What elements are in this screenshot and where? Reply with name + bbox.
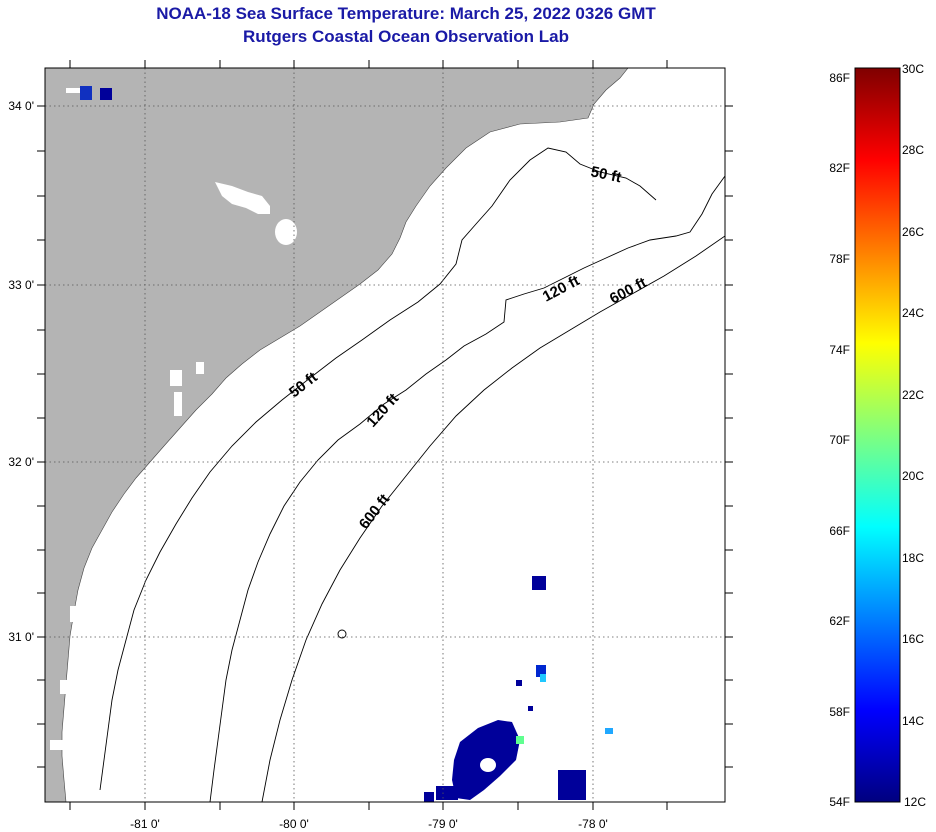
cb-c-12: 12C [904, 795, 926, 809]
cb-c-22: 22C [902, 388, 924, 402]
lon-label-80: -80 0' [279, 817, 309, 831]
cb-c-16: 16C [902, 632, 924, 646]
cb-c-20: 20C [902, 469, 924, 483]
cb-c-28: 28C [902, 143, 924, 157]
cb-f-66: 66F [829, 524, 850, 538]
map-area [45, 68, 725, 802]
cb-c-14: 14C [902, 714, 924, 728]
cb-c-18: 18C [902, 551, 924, 565]
land-no-data-patches [50, 88, 297, 750]
cb-c-24: 24C [902, 306, 924, 320]
axis-ticks [37, 60, 733, 810]
lat-label-34: 34 0' [8, 99, 34, 113]
lat-labels: 34 0' 33 0' 32 0' 31 0' [8, 99, 34, 644]
cb-f-82: 82F [829, 161, 850, 175]
contour-600ft [261, 235, 725, 802]
cb-f-78: 78F [829, 252, 850, 266]
cb-c-26: 26C [902, 225, 924, 239]
cb-f-54: 54F [829, 795, 850, 809]
lon-label-79: -79 0' [428, 817, 458, 831]
colorbar: 86F 82F 78F 74F 70F 66F 62F 58F 54F 30C … [829, 62, 926, 809]
chart-subtitle: Rutgers Coastal Ocean Observation Lab [243, 27, 569, 46]
lat-lon-grid [45, 68, 725, 802]
cb-c-30: 30C [902, 62, 924, 76]
depth-contours [99, 147, 725, 802]
lat-label-32: 32 0' [8, 455, 34, 469]
lon-label-81: -81 0' [130, 817, 160, 831]
contour-50ft [99, 147, 657, 791]
cb-f-62: 62F [829, 614, 850, 628]
chart-title: NOAA-18 Sea Surface Temperature: March 2… [156, 4, 656, 23]
sst-data-patches [80, 86, 613, 802]
contour-label-50ft-north: 50 ft [589, 163, 623, 186]
contour-120ft [209, 175, 725, 802]
cb-f-86: 86F [829, 71, 850, 85]
lat-label-31: 31 0' [8, 630, 34, 644]
land-mass [45, 68, 629, 802]
cb-f-74: 74F [829, 343, 850, 357]
seamount-contour [337, 629, 347, 639]
map-frame [44, 67, 726, 803]
colorbar-ramp [854, 67, 901, 803]
colorbar-fahrenheit-labels: 86F 82F 78F 74F 70F 66F 62F 58F 54F [829, 71, 850, 809]
lat-label-33: 33 0' [8, 278, 34, 292]
cb-f-58: 58F [829, 705, 850, 719]
cb-f-70: 70F [829, 433, 850, 447]
lon-label-78: -78 0' [578, 817, 608, 831]
colorbar-celsius-labels: 30C 28C 26C 24C 22C 20C 18C 16C 14C 12C [902, 62, 926, 809]
lon-labels: -81 0' -80 0' -79 0' -78 0' [130, 817, 608, 831]
